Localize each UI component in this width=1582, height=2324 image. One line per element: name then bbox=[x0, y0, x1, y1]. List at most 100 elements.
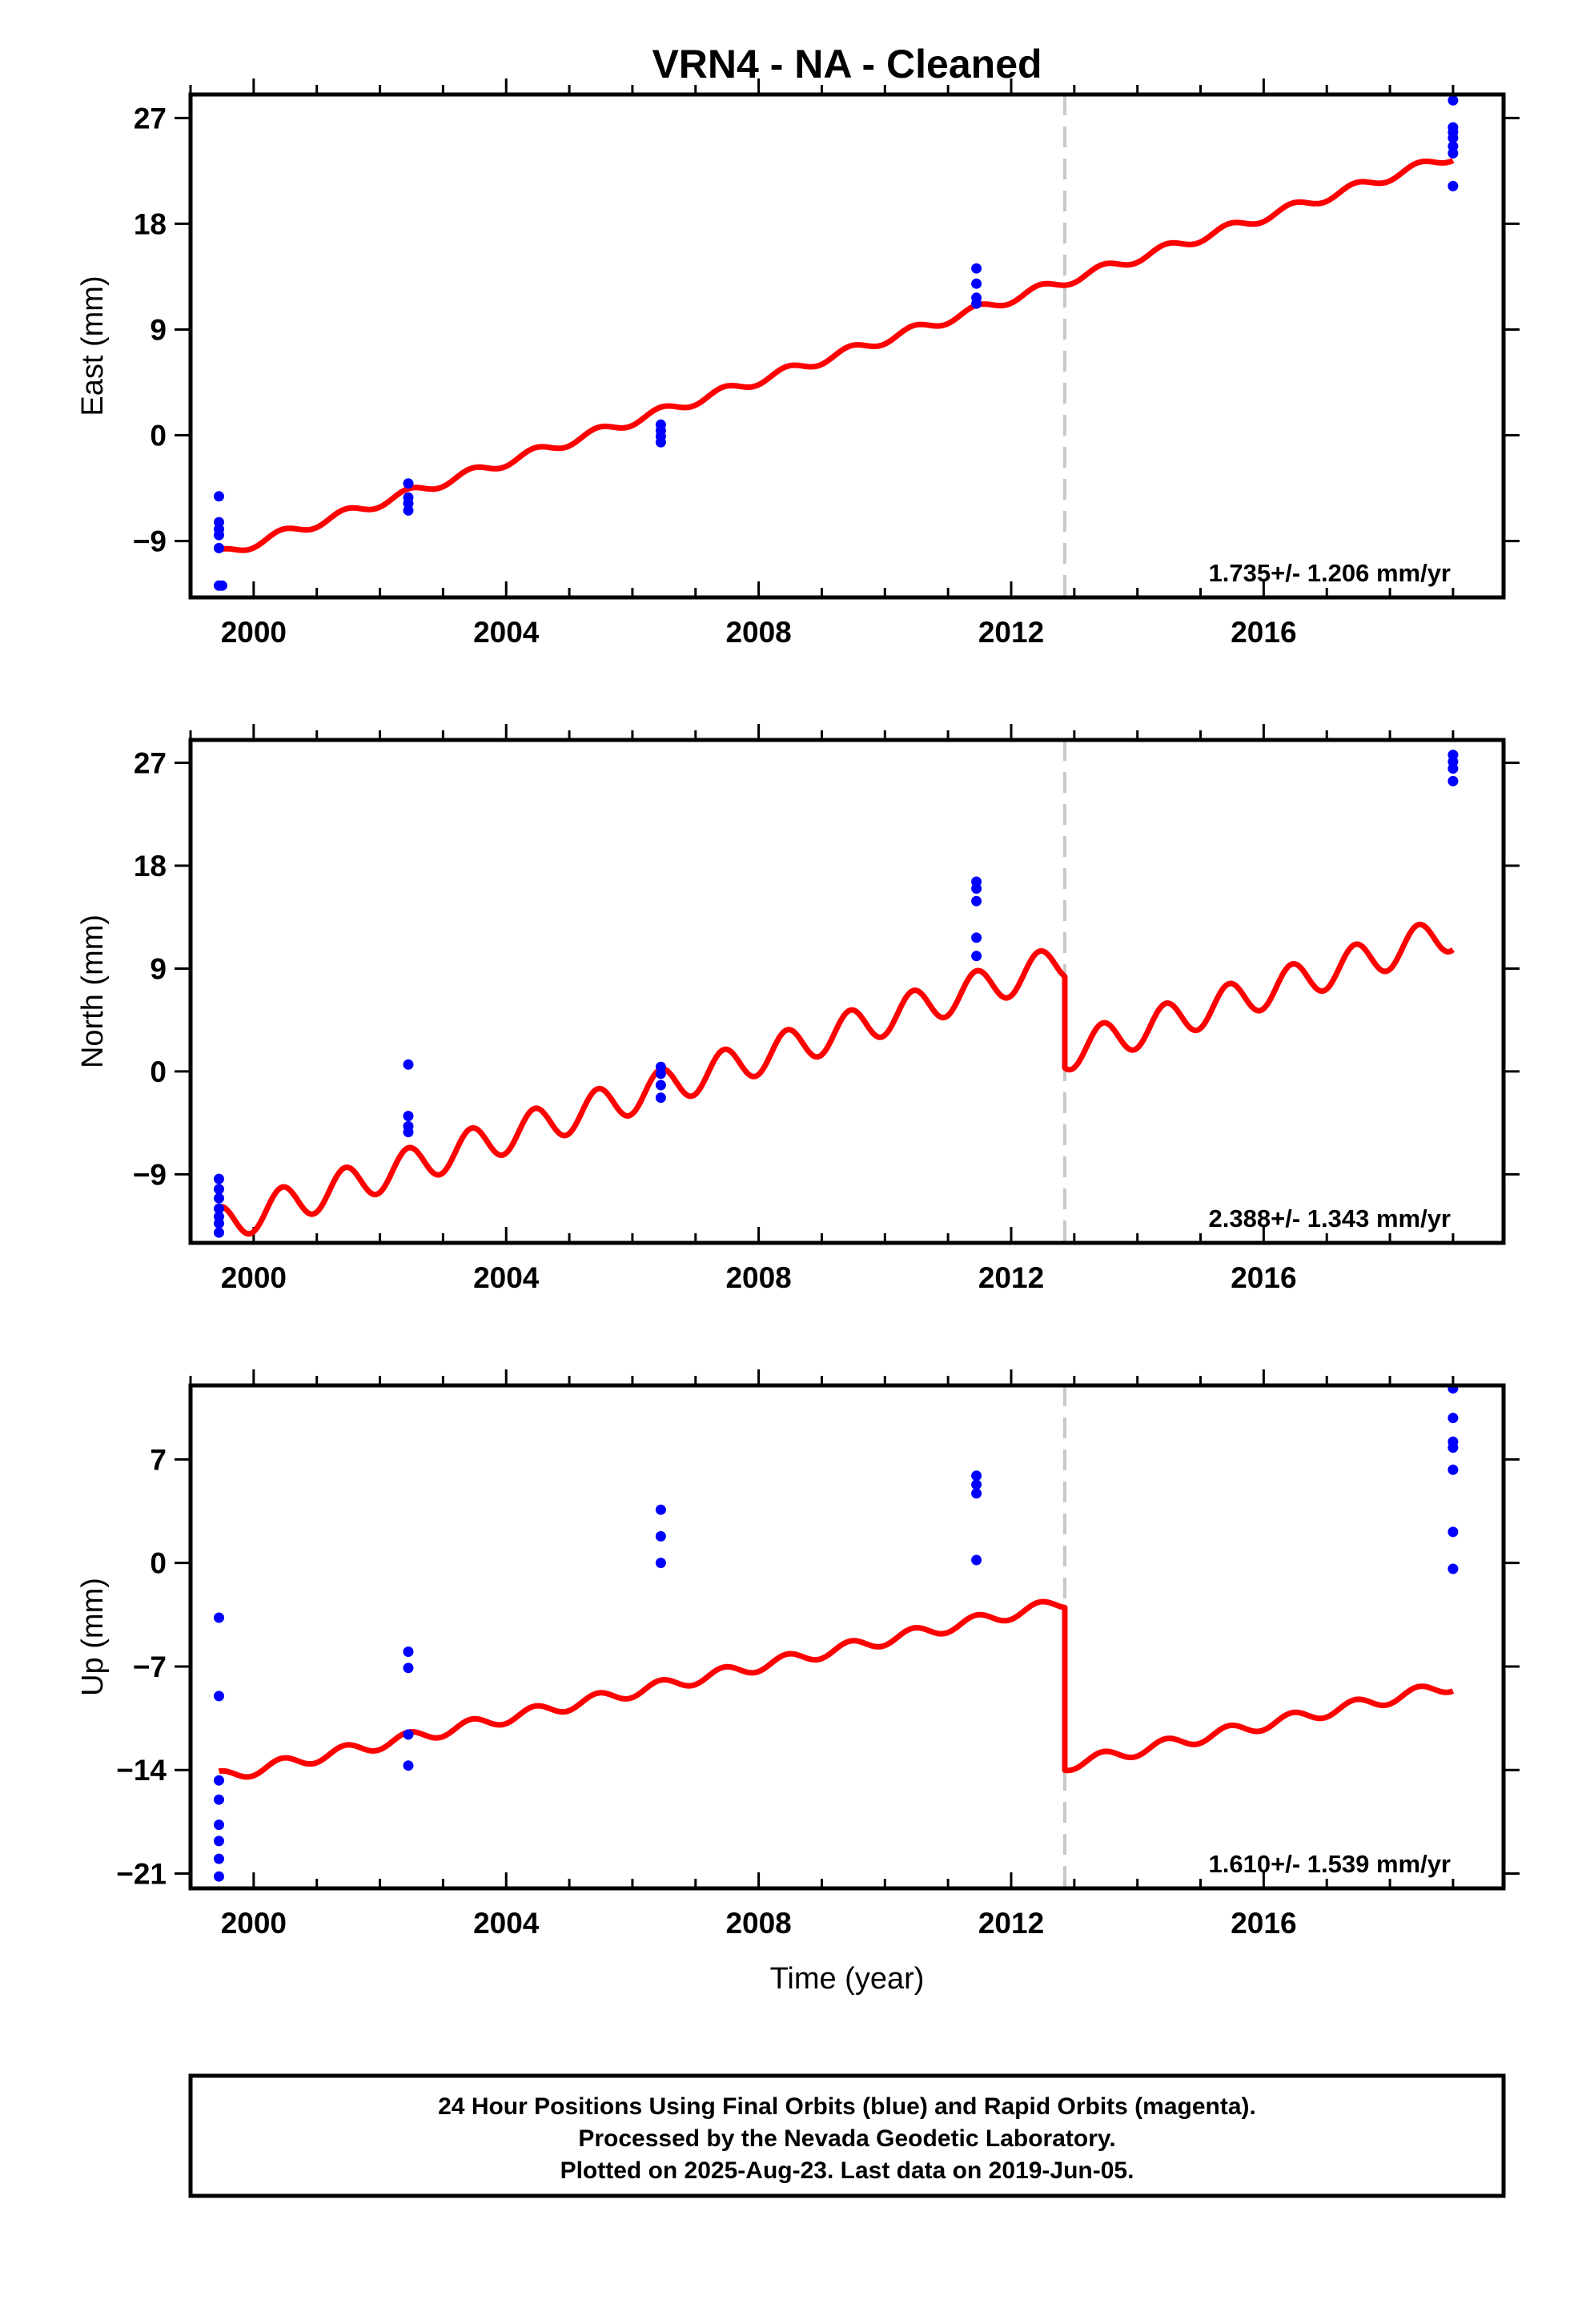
y-tick-label: 9 bbox=[150, 952, 167, 985]
data-point bbox=[1447, 132, 1459, 143]
panels: 2000 2004 2008 2012 2016 −9 0 9 18 27 East (mm) 1.7… bbox=[76, 78, 1520, 1996]
data-point bbox=[1447, 180, 1459, 191]
data-point bbox=[1447, 1385, 1459, 1394]
data-point bbox=[214, 1173, 224, 1184]
footer-line-1: 24 Hour Positions Using Final Orbits (bl… bbox=[438, 2093, 1256, 2120]
x-tick-label: 2008 bbox=[725, 616, 791, 649]
data-point bbox=[214, 529, 224, 541]
data-point bbox=[214, 1853, 224, 1864]
data-point bbox=[971, 1479, 982, 1490]
data-point bbox=[1447, 147, 1459, 159]
footer-frame bbox=[188, 2073, 1506, 2198]
data-point bbox=[971, 278, 982, 289]
footer-line-2: Processed by the Nevada Geodetic Laborat… bbox=[578, 2125, 1115, 2152]
data-point bbox=[403, 1760, 414, 1771]
data-point bbox=[971, 951, 982, 962]
y-tick-label: −14 bbox=[116, 1754, 167, 1787]
x-tick-label: 2016 bbox=[1231, 1907, 1296, 1940]
x-tick-label: 2008 bbox=[725, 1907, 791, 1940]
data-point bbox=[214, 1612, 224, 1623]
data-point bbox=[214, 1835, 224, 1847]
x-tick-label: 2004 bbox=[473, 1907, 540, 1940]
data-point bbox=[403, 1111, 414, 1122]
data-point bbox=[214, 1794, 224, 1805]
data-point bbox=[214, 1227, 224, 1238]
plot-frame bbox=[188, 738, 1506, 1245]
plot-frame bbox=[188, 1383, 1506, 1891]
model-line bbox=[216, 1598, 1456, 1780]
y-tick-label: 9 bbox=[150, 313, 167, 346]
data-point bbox=[1447, 1563, 1459, 1574]
panel-3: 2000 2004 2008 2012 2016 −21 −14 −7 0 7 Up (mm) Tim… bbox=[76, 1369, 1520, 1996]
data-point bbox=[214, 1192, 224, 1204]
data-point bbox=[214, 1184, 224, 1195]
x-tick-label: 2012 bbox=[978, 1261, 1044, 1294]
data-point bbox=[1447, 1526, 1459, 1538]
data-point bbox=[214, 1218, 224, 1229]
x-tick-label: 2000 bbox=[221, 616, 287, 649]
x-tick-label: 2004 bbox=[473, 616, 540, 649]
data-point bbox=[1447, 1442, 1459, 1454]
data-point bbox=[1447, 94, 1459, 106]
data-point bbox=[655, 1068, 666, 1080]
footer-line-3: Plotted on 2025-Aug-23. Last data on 201… bbox=[560, 2157, 1134, 2184]
data-point bbox=[403, 1127, 414, 1138]
data-point bbox=[1447, 1413, 1459, 1424]
data-point bbox=[971, 895, 982, 907]
data-point bbox=[655, 1504, 666, 1515]
rate-label: 1.735+/- 1.206 mm/yr bbox=[1209, 559, 1451, 587]
rate-label: 2.388+/- 1.343 mm/yr bbox=[1209, 1204, 1451, 1232]
data-point bbox=[655, 1080, 666, 1091]
y-tick-label: 27 bbox=[134, 102, 167, 135]
panel-1: 2000 2004 2008 2012 2016 −9 0 9 18 27 East (mm) 1.7… bbox=[76, 78, 1520, 649]
data-point bbox=[214, 1871, 224, 1882]
data-point bbox=[403, 1647, 414, 1657]
plot-frame bbox=[188, 92, 1506, 600]
y-tick-label: 18 bbox=[134, 207, 167, 240]
data-point bbox=[403, 478, 414, 489]
x-tick-label: 2000 bbox=[221, 1907, 287, 1940]
data-point bbox=[971, 263, 982, 274]
data-point bbox=[971, 1554, 982, 1566]
data-point bbox=[403, 1663, 414, 1674]
data-point bbox=[971, 932, 982, 943]
data-point bbox=[403, 1729, 414, 1740]
x-tick-label: 2004 bbox=[473, 1261, 540, 1294]
data-point bbox=[655, 1092, 666, 1104]
data-point bbox=[971, 1470, 982, 1482]
x-tick-label: 2000 bbox=[221, 1261, 287, 1294]
y-tick-label: 0 bbox=[150, 420, 167, 452]
data-point bbox=[403, 1059, 414, 1070]
data-point bbox=[214, 1775, 224, 1786]
data-point bbox=[214, 1691, 224, 1702]
data-point bbox=[214, 1203, 224, 1214]
chart-title: VRN4 - NA - Cleaned bbox=[652, 42, 1042, 86]
y-tick-label: −9 bbox=[133, 525, 167, 558]
footer-box: 24 Hour Positions Using Final Orbits (bl… bbox=[188, 2073, 1506, 2198]
y-tick-label: 18 bbox=[134, 850, 167, 883]
panel-2: 2000 2004 2008 2012 2016 −9 0 9 18 27 North (mm) 2.… bbox=[76, 724, 1520, 1294]
x-tick-label: 2008 bbox=[725, 1261, 791, 1294]
data-point bbox=[1447, 775, 1459, 786]
x-tick-label: 2016 bbox=[1231, 616, 1296, 649]
y-tick-label: 0 bbox=[150, 1055, 167, 1088]
data-point bbox=[971, 883, 982, 894]
data-point bbox=[655, 436, 666, 448]
model-line bbox=[216, 921, 1456, 1237]
y-axis-label: North (mm) bbox=[76, 915, 110, 1068]
rate-label: 1.610+/- 1.539 mm/yr bbox=[1209, 1850, 1451, 1878]
data-point bbox=[214, 542, 224, 553]
y-axis-label: Up (mm) bbox=[76, 1578, 110, 1696]
y-tick-label: −9 bbox=[133, 1158, 167, 1191]
data-point bbox=[1447, 763, 1459, 774]
data-point bbox=[403, 505, 414, 516]
data-point bbox=[214, 491, 224, 502]
x-tick-label: 2016 bbox=[1231, 1261, 1296, 1294]
data-point bbox=[655, 1530, 666, 1542]
data-point bbox=[971, 1488, 982, 1499]
y-tick-label: −7 bbox=[133, 1651, 167, 1683]
data-point bbox=[214, 1819, 224, 1831]
y-tick-label: 0 bbox=[150, 1547, 167, 1580]
data-point bbox=[655, 1558, 666, 1569]
